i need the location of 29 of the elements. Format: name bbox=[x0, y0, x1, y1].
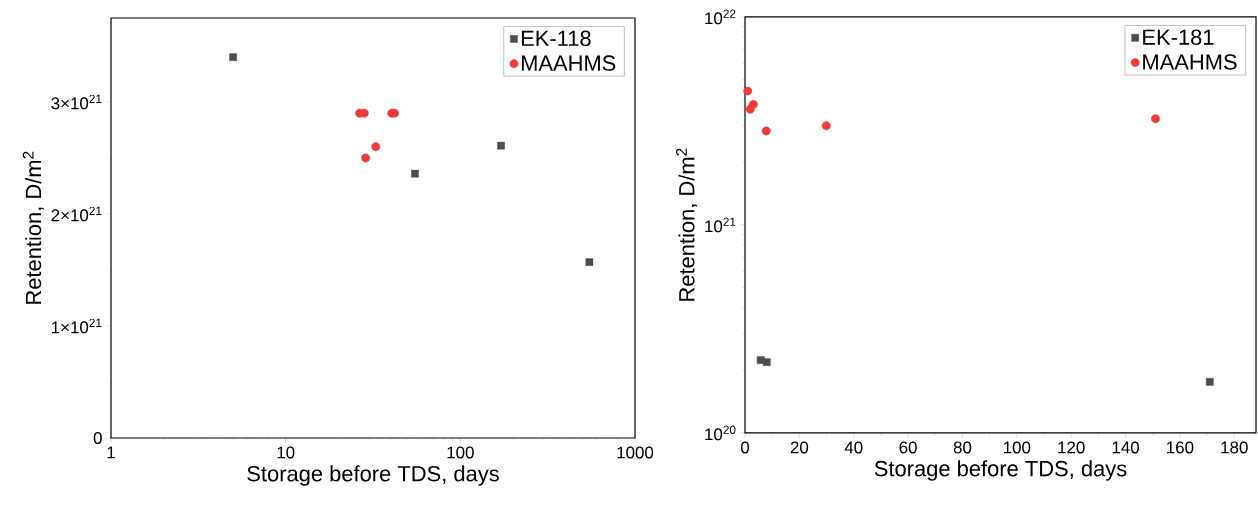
y-tick-label: 3×10$^{21}$ bbox=[51, 94, 102, 110]
y-tick-label: 1×10$^{21}$ bbox=[51, 318, 102, 334]
x-tick-label: 100 bbox=[1003, 441, 1031, 454]
x-tick-label: 160 bbox=[1167, 441, 1194, 454]
y-tick-label: 0 bbox=[93, 431, 102, 444]
y-tick-label: 10$^{21}$ bbox=[705, 217, 736, 233]
x-tick-label: 120 bbox=[1058, 441, 1085, 454]
x-tick-label: 40 bbox=[844, 441, 863, 454]
x-tick-label: 140 bbox=[1112, 441, 1140, 454]
x-tick-label: 60 bbox=[899, 441, 917, 454]
x-tick-label: 20 bbox=[790, 441, 809, 454]
legend-label: MAAHMS bbox=[521, 55, 616, 71]
x-tick-label: 0 bbox=[740, 441, 750, 454]
y-tick-label: 10$^{22}$ bbox=[705, 9, 736, 25]
x-axis-title: Storage before TDS, days bbox=[874, 460, 1127, 481]
legend-label: EK-181 bbox=[1143, 29, 1214, 45]
y-axis-title: Retention, D/m$^{2}$ bbox=[22, 151, 44, 304]
x-tick-label: 10 bbox=[277, 446, 295, 459]
x-tick-label: 100 bbox=[447, 446, 474, 459]
legend-label: MAAHMS bbox=[1143, 54, 1237, 70]
legend-label: EK-118 bbox=[521, 30, 591, 47]
x-tick-label: 1000 bbox=[617, 446, 654, 459]
x-tick-label: 180 bbox=[1221, 441, 1248, 454]
x-tick-label: 80 bbox=[953, 441, 972, 454]
x-tick-label: 1 bbox=[107, 446, 115, 459]
y-tick-label: 2×10$^{21}$ bbox=[51, 206, 102, 222]
x-axis-title: Storage before TDS, days bbox=[247, 465, 499, 486]
y-tick-label: 10$^{20}$ bbox=[705, 425, 736, 441]
y-axis-title: Retention, D/m$^{2}$ bbox=[676, 148, 698, 301]
